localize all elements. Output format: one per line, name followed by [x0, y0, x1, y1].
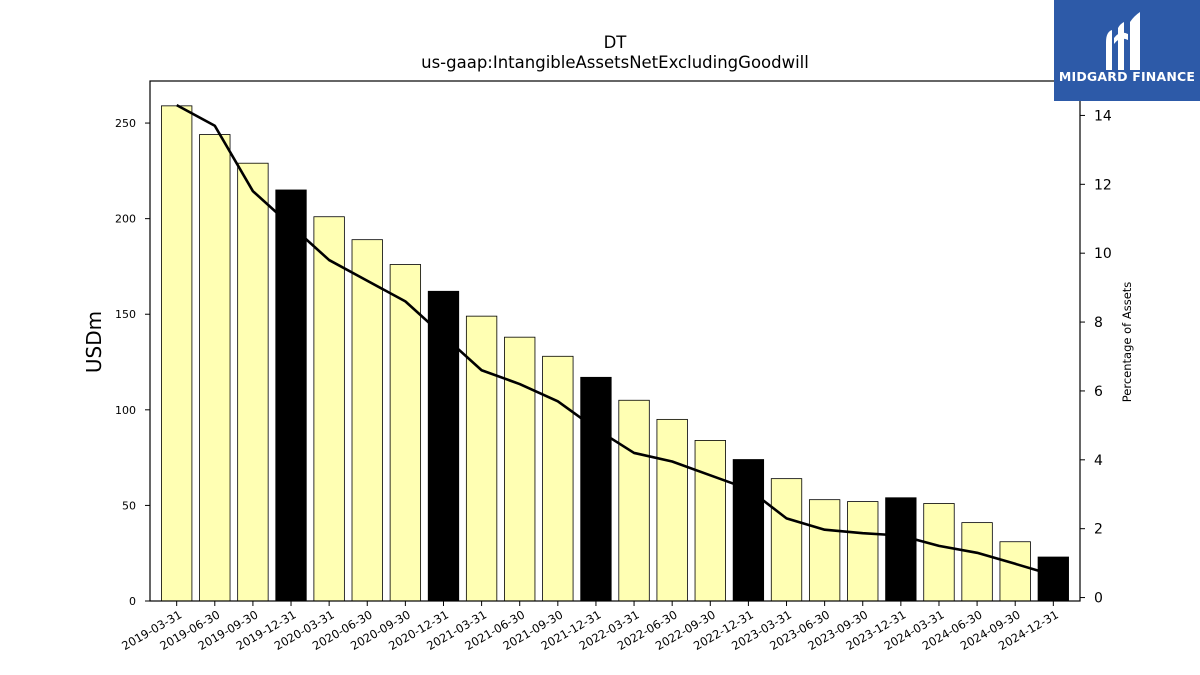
bars-group	[161, 105, 1069, 602]
bar-2022-03-31	[618, 399, 650, 602]
midgard-finance-logo: MIDGARD FINANCE	[1054, 0, 1200, 101]
y2-tick-label: 2	[1094, 522, 1103, 538]
bar-2021-09-30	[542, 355, 574, 602]
y-tick-label: 150	[115, 308, 136, 321]
y2-tick-label: 12	[1094, 177, 1112, 193]
bar-2020-12-31	[427, 290, 460, 602]
bar-2023-03-31	[770, 478, 803, 602]
bar-2024-03-31	[923, 503, 955, 602]
y2-tick-label: 4	[1094, 453, 1103, 469]
bar-2021-12-31	[580, 376, 612, 602]
bar-2019-03-31	[161, 105, 193, 602]
bar-2024-09-30	[999, 541, 1031, 602]
bar-2019-12-31	[275, 189, 307, 602]
percentage-line	[176, 103, 1054, 577]
plot-frame	[149, 80, 1081, 602]
y-axis-label: USDm	[82, 311, 106, 373]
y2-tick-label: 0	[1094, 591, 1103, 607]
y2-tick-label: 14	[1094, 108, 1112, 124]
bar-2024-12-31	[1037, 556, 1069, 602]
bar-2022-06-30	[656, 418, 688, 602]
bar-2020-06-30	[351, 239, 383, 602]
y-tick-label: 100	[115, 404, 136, 417]
bar-2022-09-30	[694, 440, 726, 602]
bar-2020-09-30	[389, 264, 422, 602]
y2-tick-label: 6	[1094, 384, 1103, 400]
y-tick-label: 50	[122, 499, 136, 512]
logo-mark-icon	[1106, 12, 1140, 70]
y-tick-label: 200	[115, 213, 136, 226]
y-tick-label: 0	[129, 595, 136, 608]
y2-tick-label: 8	[1094, 315, 1103, 331]
bar-2021-03-31	[465, 315, 498, 602]
chart-title: DT	[604, 33, 628, 52]
bar-2019-06-30	[199, 134, 231, 602]
y-tick-label: 250	[115, 117, 136, 130]
bar-2023-09-30	[847, 501, 879, 602]
logo-text: MIDGARD FINANCE	[1058, 69, 1196, 84]
bar-2024-06-30	[961, 522, 993, 602]
chart-subtitle: us-gaap:IntangibleAssetsNetExcludingGood…	[421, 53, 809, 72]
bar-2023-06-30	[808, 499, 841, 602]
bar-2019-09-30	[237, 162, 269, 602]
y2-axis-label: Percentage of Assets	[1120, 282, 1134, 403]
bar-2023-12-31	[885, 497, 917, 602]
bar-2022-12-31	[732, 459, 765, 602]
y2-tick-label: 10	[1094, 246, 1112, 262]
line-group	[176, 103, 1054, 577]
bar-2020-03-31	[313, 216, 345, 602]
bar-2021-06-30	[504, 336, 536, 602]
